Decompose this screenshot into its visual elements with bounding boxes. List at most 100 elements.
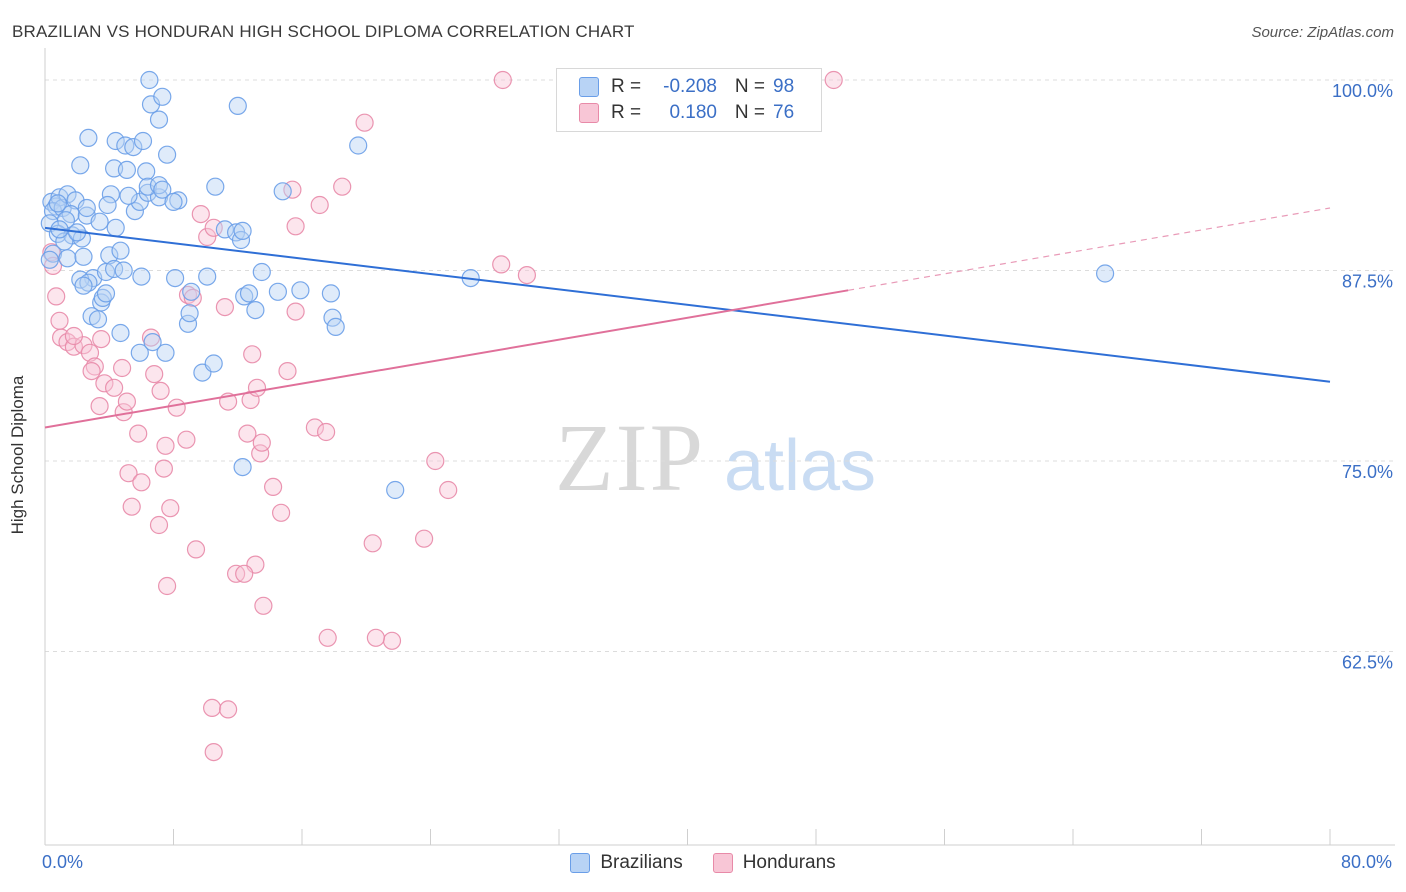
honduran-point (517, 266, 537, 285)
y-axis-label: High School Diploma (8, 375, 27, 535)
legend-label-brazilians: Brazilians (600, 852, 683, 873)
honduran-point (310, 195, 329, 215)
legend-row-brazilians: R = -0.208 N = 98 (579, 75, 794, 99)
honduran-point (278, 362, 297, 381)
legend-item-hondurans[interactable]: Hondurans (712, 852, 836, 874)
brazilian-point (233, 458, 252, 477)
brazilian-point (198, 267, 217, 286)
brazilian-point (74, 247, 93, 266)
legend-label-hondurans: Hondurans (742, 852, 836, 873)
honduran-point (74, 336, 93, 355)
honduran-point (305, 418, 324, 437)
x-tick-label-max: 80.0% (1340, 852, 1392, 872)
trend-line-hondurans (44, 289, 849, 429)
brazilian-point (235, 287, 254, 306)
brazilian-point (77, 198, 96, 218)
brazilian-point (228, 96, 247, 116)
r-label: R = (611, 76, 642, 97)
y-tick-label: 100.0% (1332, 81, 1393, 101)
honduran-point (122, 497, 141, 516)
brazilian-point (149, 110, 169, 129)
honduran-point (215, 298, 234, 317)
n-label: N = (734, 76, 765, 97)
brazilian-point (74, 276, 93, 295)
brazilian-point (79, 273, 98, 292)
brazilian-point (231, 230, 251, 250)
honduran-point (191, 205, 210, 224)
brazilian-point (71, 156, 90, 175)
legend-item-brazilians[interactable]: Brazilians (570, 852, 683, 874)
honduran-point (439, 480, 458, 500)
honduran-point (112, 358, 132, 378)
brazilian-point (40, 250, 59, 269)
honduran-point (318, 628, 337, 647)
brazilian-point (79, 128, 98, 147)
brazilian-point (106, 218, 125, 237)
honduran-point (177, 430, 196, 449)
honduran-point (154, 459, 173, 478)
brazilian-point (268, 282, 287, 301)
honduran-point (219, 700, 238, 719)
honduran-point (198, 227, 217, 247)
brazilians-swatch (570, 853, 591, 873)
honduran-point (493, 70, 512, 90)
y-tick-label: 75.0% (1342, 462, 1393, 482)
honduran-point (119, 464, 138, 483)
brazilian-point (233, 221, 252, 240)
brazilian-point (1095, 264, 1115, 283)
watermark: ZIP atlas (555, 404, 876, 511)
honduran-point (47, 287, 66, 306)
series-legend: Brazilians Hondurans (0, 852, 1406, 874)
brazilian-point (153, 87, 172, 106)
honduran-point (254, 596, 273, 615)
brazilian-point (125, 202, 144, 221)
brazilian-point (96, 284, 116, 303)
brazilian-point (166, 269, 185, 288)
honduran-point (317, 422, 336, 442)
honduran-point (203, 698, 222, 718)
honduran-point (247, 378, 267, 397)
honduran-point (64, 326, 84, 346)
honduran-point (158, 576, 177, 596)
honduran-point (243, 345, 262, 364)
brazilian-point (55, 232, 74, 251)
brazilian-point (111, 241, 130, 260)
honduran-point (183, 288, 202, 307)
brazilian-point (206, 177, 225, 196)
honduran-point (161, 499, 180, 518)
n-value-brazilians: 98 (773, 76, 795, 97)
brazilian-point (130, 343, 149, 362)
honduran-point (355, 113, 374, 132)
brazilian-point (119, 186, 138, 205)
legend-row-hondurans: R = 0.180 N = 76 (579, 101, 794, 125)
honduran-point (178, 285, 198, 304)
watermark-zip: ZIP (555, 404, 705, 511)
brazilian-point (106, 131, 125, 151)
chart-title: BRAZILIAN VS HONDURAN HIGH SCHOOL DIPLOM… (12, 22, 635, 41)
brazilian-point (252, 262, 271, 282)
brazilian-point (58, 249, 77, 268)
honduran-point (426, 451, 445, 471)
honduran-point (95, 374, 114, 393)
honduran-point (252, 433, 271, 452)
honduran-point (104, 378, 124, 397)
brazilian-point (90, 212, 109, 231)
brazilian-point (153, 180, 172, 199)
honduran-point (90, 397, 109, 416)
brazilian-point (180, 304, 199, 323)
brazilian-point (88, 310, 108, 329)
source-label: Source: ZipAtlas.com (1251, 24, 1394, 41)
honduran-point (333, 177, 352, 196)
brazilian-point (72, 229, 92, 248)
series-hondurans (42, 70, 843, 762)
brazilian-point (273, 182, 292, 201)
brazilian-point (48, 194, 68, 213)
honduran-point (363, 534, 382, 553)
r-value-brazilians: -0.208 (663, 76, 717, 97)
brazilian-point (164, 192, 183, 211)
hondurans-swatch (712, 853, 733, 873)
brazilian-point (132, 267, 151, 286)
brazilian-point (246, 301, 265, 320)
brazilian-point (104, 259, 124, 279)
